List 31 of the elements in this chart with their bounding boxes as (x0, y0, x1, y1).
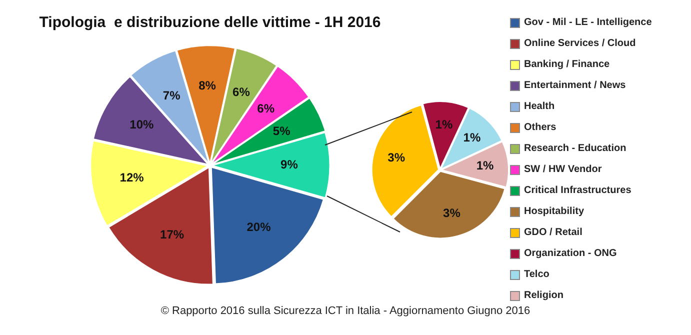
legend-label: Gov - Mil - LE - Intelligence (524, 17, 652, 28)
legend-label: GDO / Retail (524, 227, 582, 238)
data-label: 6% (232, 85, 250, 99)
legend-label: Hospitability (524, 206, 584, 217)
data-label: 3% (443, 206, 461, 220)
data-label: 8% (198, 78, 216, 93)
legend-label: Banking / Finance (524, 59, 610, 70)
data-label: 10% (130, 118, 154, 132)
legend-label: Religion (524, 290, 564, 301)
chart-title: Tipologia e distribuzione delle vittime - 1H 2016 (39, 14, 381, 32)
data-label: 20% (246, 220, 272, 234)
legend-label: Critical Infrastructures (524, 185, 632, 196)
legend-label: Health (524, 101, 555, 112)
data-label: 3% (388, 150, 406, 165)
legend-label: Telco (524, 269, 550, 280)
legend-label: Entertainment / News (524, 80, 626, 91)
legend-label: Research - Education (524, 143, 626, 154)
data-label: 1% (476, 158, 494, 172)
legend-label: SW / HW Vendor (524, 164, 602, 175)
data-label: 7% (162, 88, 181, 103)
legend-label: Online Services / Cloud (524, 38, 636, 49)
text: © Rapporto 2016 sulla Sicurezza ICT in Italia - Aggiornamento Giugno 2016 (160, 305, 532, 317)
data-label: 17% (160, 227, 184, 242)
data-label: 1% (463, 130, 481, 144)
data-label: 9% (280, 158, 298, 172)
data-label: 12% (120, 170, 144, 184)
legend-label: Others (524, 122, 556, 133)
data-label: 6% (257, 102, 275, 116)
data-label: 5% (272, 124, 291, 138)
legend-label: Organization - ONG (524, 248, 617, 259)
data-label: 1% (435, 117, 453, 132)
